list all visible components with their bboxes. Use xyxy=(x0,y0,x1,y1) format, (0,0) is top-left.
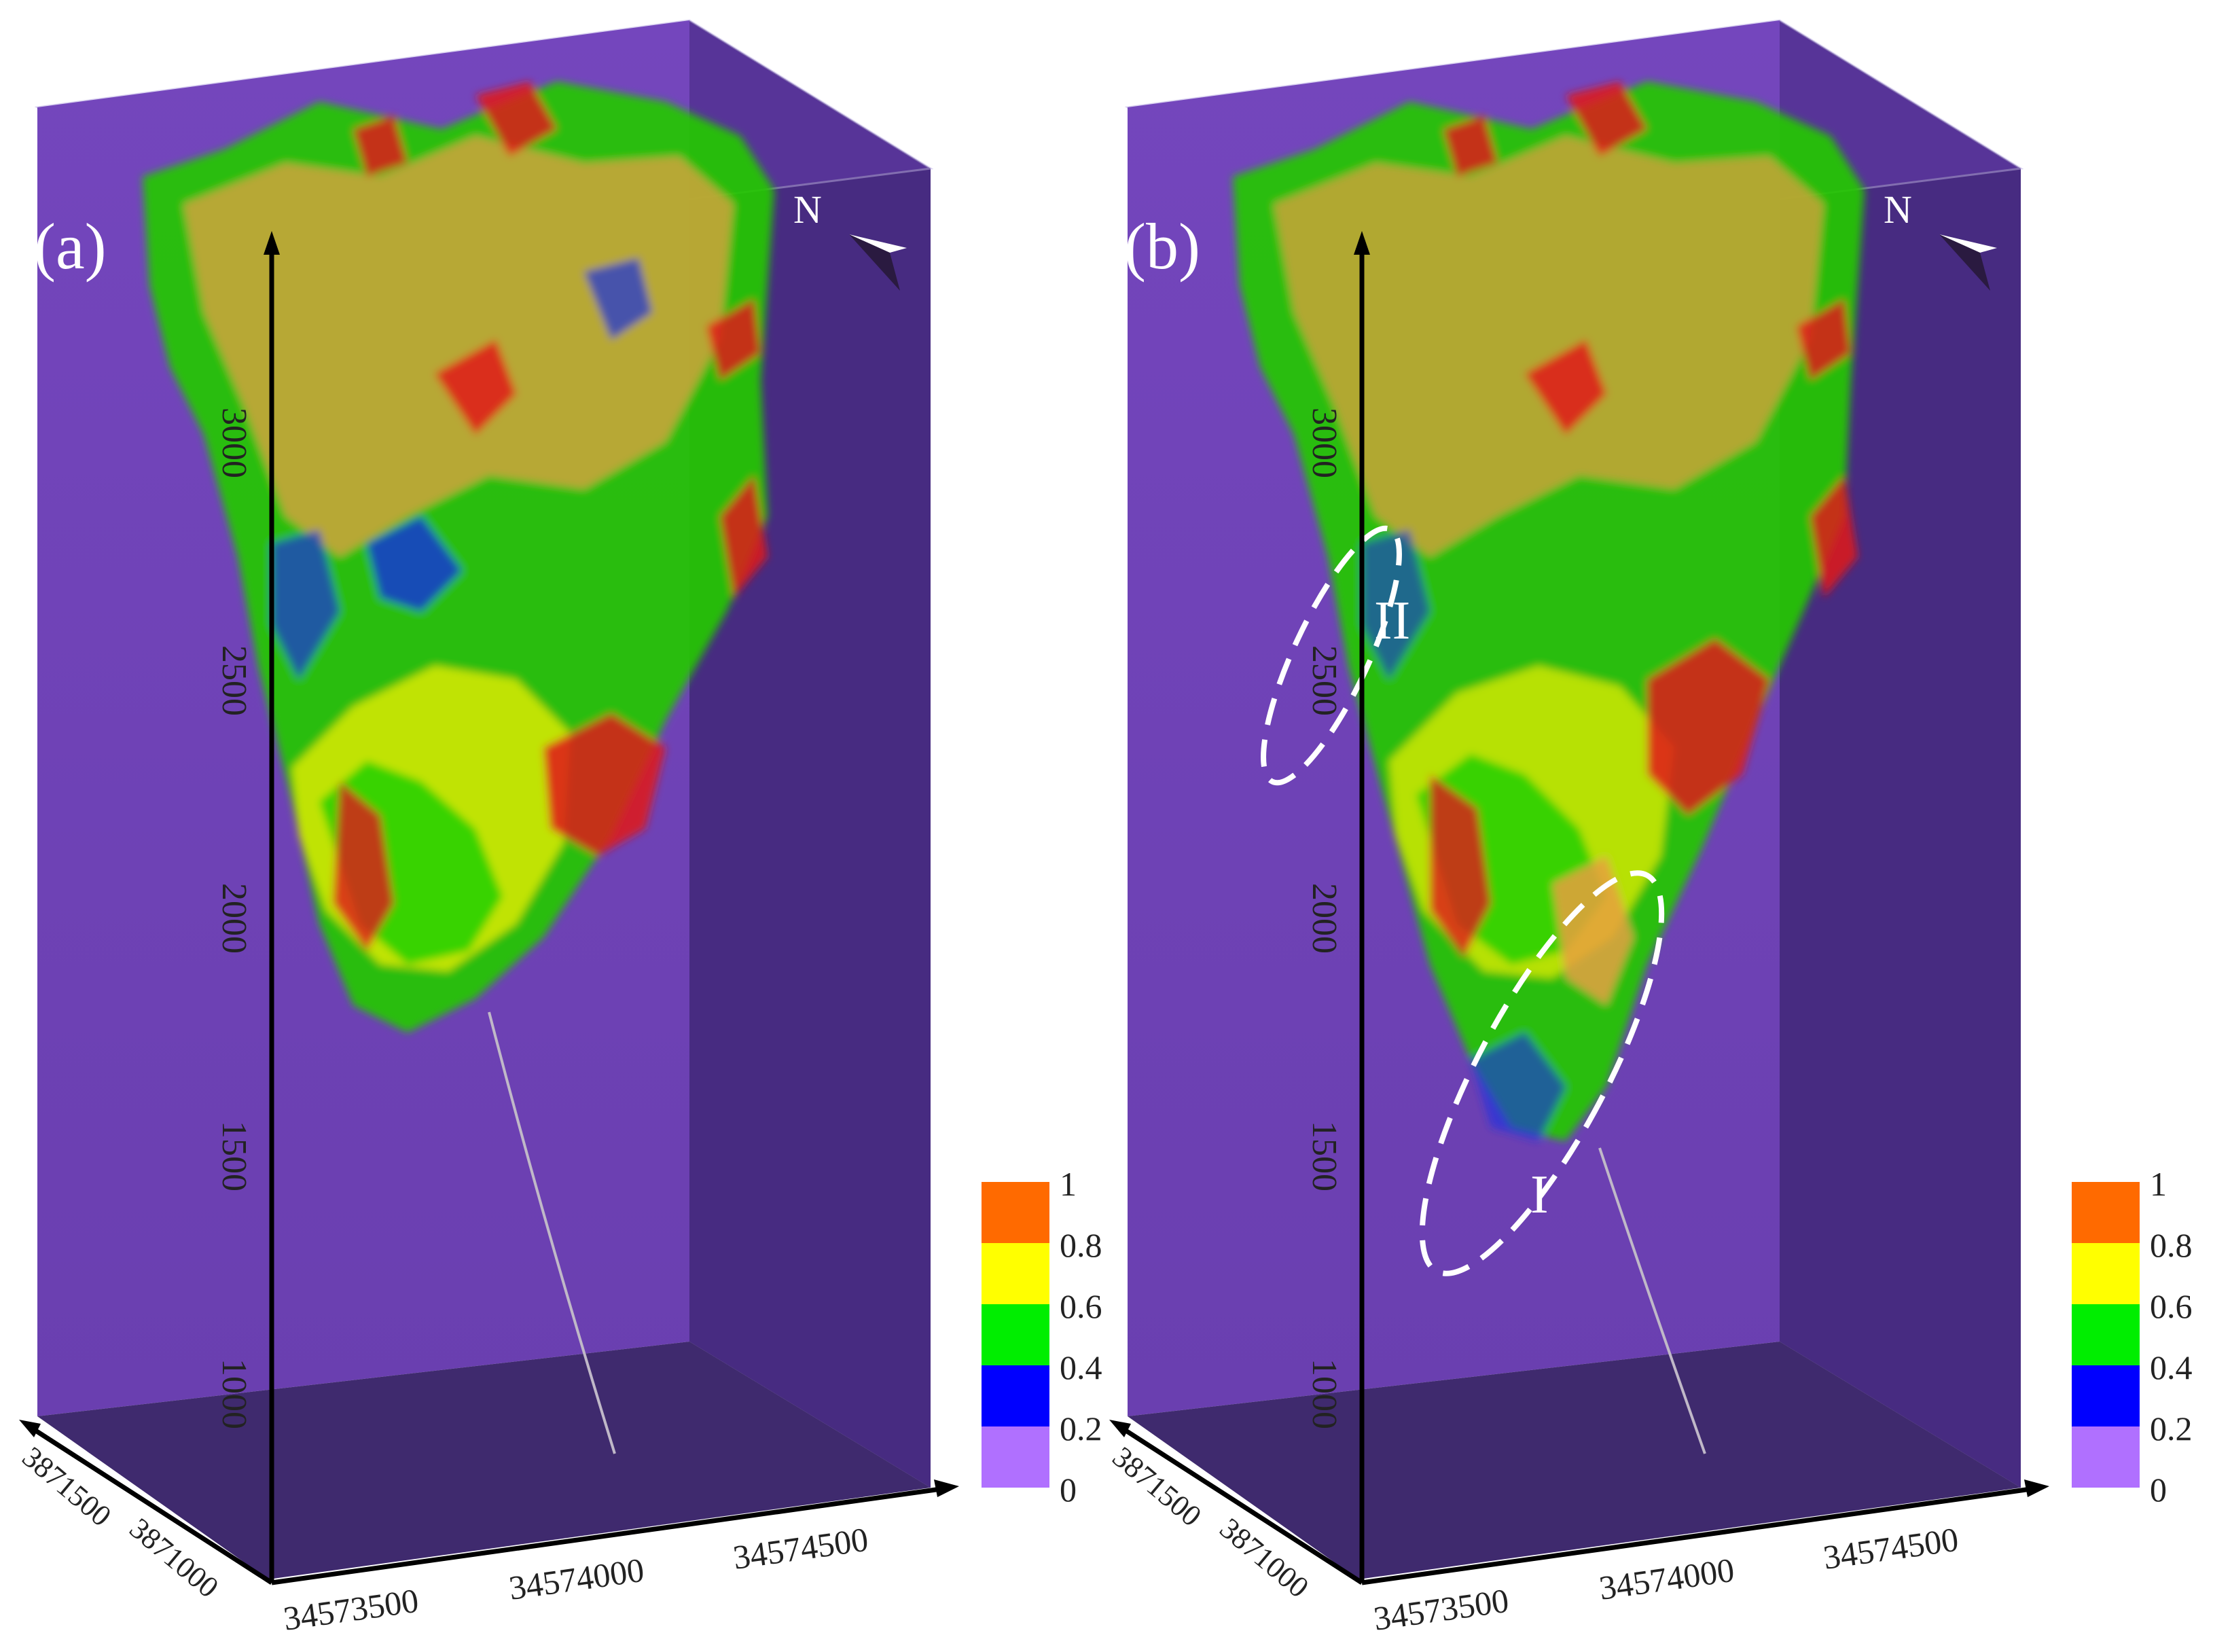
colorbar-a-tick-1: 1 xyxy=(1060,1165,1077,1203)
y-axis-arrowhead-b xyxy=(1109,1420,1131,1437)
well-trajectory-a xyxy=(488,1011,616,1454)
x-axis-arrowhead-a xyxy=(934,1479,959,1497)
z-tick-labels-b: 3000 2500 2000 1500 1000 xyxy=(1305,408,1344,1429)
z-tick-1500-a: 1500 xyxy=(215,1121,253,1191)
x-axis-b xyxy=(1361,1486,2032,1585)
z-tick-2500-a: 2500 xyxy=(215,645,253,716)
geobody-b xyxy=(1233,82,1865,1141)
x-tick-34573500-a: 34573500 xyxy=(281,1581,421,1638)
colorbar-b-tick-0.2: 0.2 xyxy=(2150,1409,2193,1448)
x-axis-arrowhead-b xyxy=(2024,1479,2049,1497)
annotation-label-ii: II xyxy=(1374,591,1410,651)
annotation-label-i: I xyxy=(1530,1165,1549,1225)
colorbar-b-band-0 xyxy=(2072,1182,2140,1243)
colorbar-a-band-1 xyxy=(982,1243,1049,1304)
z-tick-1000-a: 1000 xyxy=(215,1359,253,1429)
colorbar-a-band-0 xyxy=(982,1182,1049,1243)
z-tick-1500-b: 1500 xyxy=(1305,1121,1344,1191)
x-tick-34574000-a: 34574000 xyxy=(507,1551,647,1607)
annotation-ellipse-i xyxy=(1419,870,1665,1276)
colorbar-b-tick-0.4: 0.4 xyxy=(2150,1348,2193,1386)
north-label-b: N xyxy=(1884,187,1912,232)
volume-floor xyxy=(37,1342,931,1579)
panel-label-b: (b) xyxy=(1124,210,1200,283)
north-arrow-icon xyxy=(849,234,907,291)
colorbar-b-tick-0.8: 0.8 xyxy=(2150,1226,2193,1264)
colorbar-b-band-1 xyxy=(2072,1243,2140,1304)
colorbar-a-tick-0.4: 0.4 xyxy=(1060,1348,1102,1386)
x-tick-34573500-b: 34573500 xyxy=(1371,1581,1511,1638)
annotation-ellipse-ii xyxy=(1261,525,1402,786)
x-tick-34574000-b: 34574000 xyxy=(1597,1551,1737,1607)
colorbar-a: 1 0.8 0.6 0.4 0.2 0 xyxy=(982,1165,1102,1509)
panel-label-a: (a) xyxy=(34,210,107,283)
z-tick-1000-b: 1000 xyxy=(1305,1359,1344,1429)
x-axis-a xyxy=(271,1486,941,1585)
volume-floor xyxy=(1128,1342,2021,1579)
north-label-a: N xyxy=(793,187,822,232)
y-axis-arrowhead-a xyxy=(19,1420,41,1437)
colorbar-a-tick-0.8: 0.8 xyxy=(1060,1226,1102,1264)
z-tick-2000-b: 2000 xyxy=(1305,883,1344,954)
z-tick-3000-b: 3000 xyxy=(1305,408,1344,478)
x-tick-34574500-b: 34574500 xyxy=(1821,1520,1961,1577)
colorbar-b: 1 0.8 0.6 0.4 0.2 0 xyxy=(2072,1165,2193,1509)
y-axis-a xyxy=(26,1423,273,1585)
colorbar-a-band-4 xyxy=(982,1426,1049,1488)
north-arrow-icon xyxy=(1939,234,1997,291)
colorbar-b-band-2 xyxy=(2072,1304,2140,1365)
z-tick-labels-a: 3000 2500 2000 1500 1000 xyxy=(215,408,253,1429)
colorbar-b-tick-1: 1 xyxy=(2150,1165,2167,1203)
colorbar-a-tick-0.2: 0.2 xyxy=(1060,1409,1102,1448)
z-tick-2000-a: 2000 xyxy=(215,883,253,954)
colorbar-a-band-3 xyxy=(982,1365,1049,1426)
colorbar-a-band-2 xyxy=(982,1304,1049,1365)
well-trajectory-b xyxy=(1598,1147,1706,1454)
geobody-a xyxy=(143,82,774,1032)
colorbar-a-tick-0.6: 0.6 xyxy=(1060,1287,1102,1325)
z-axis-arrowhead-a xyxy=(264,231,280,255)
z-axis-arrowhead-b xyxy=(1354,231,1370,255)
z-tick-3000-a: 3000 xyxy=(215,408,253,478)
panel-a: (a) N 3000 2500 2000 1500 1000 3871500 3… xyxy=(16,19,1102,1638)
colorbar-a-tick-0: 0 xyxy=(1060,1471,1077,1509)
z-tick-2500-b: 2500 xyxy=(1305,645,1344,716)
colorbar-b-tick-0.6: 0.6 xyxy=(2150,1287,2193,1325)
colorbar-b-tick-0: 0 xyxy=(2150,1471,2167,1509)
colorbar-b-band-4 xyxy=(2072,1426,2140,1488)
y-axis-b xyxy=(1116,1423,1363,1585)
colorbar-b-band-3 xyxy=(2072,1365,2140,1426)
panel-b: II I (b) N 3000 2500 2000 1500 1000 3871… xyxy=(1106,19,2193,1638)
x-tick-34574500-a: 34574500 xyxy=(731,1520,871,1577)
